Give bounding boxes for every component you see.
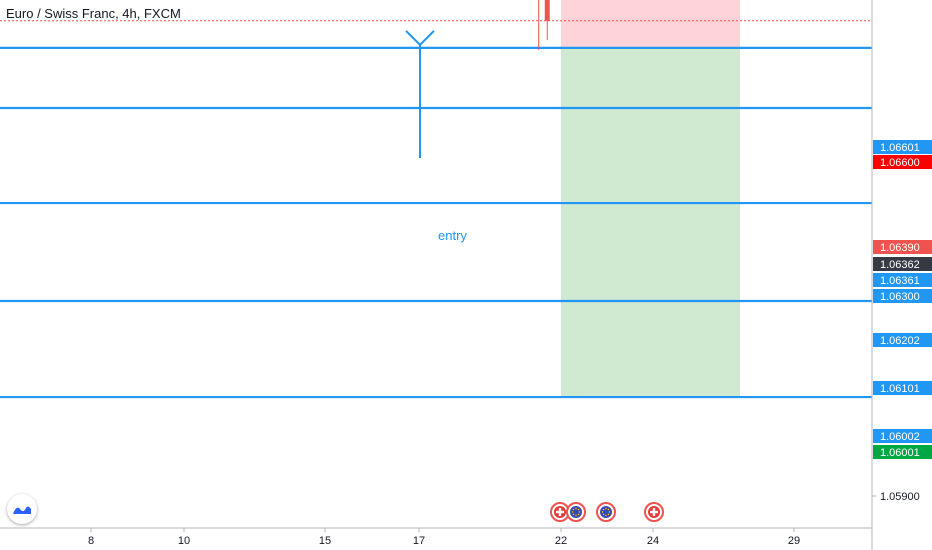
price-label-text: 1.06202 [880, 335, 920, 347]
flag-star [572, 513, 575, 516]
price-label-target: 1.06001 [873, 445, 932, 459]
price-label-box [873, 240, 932, 254]
annotations: entry [405, 30, 467, 243]
price-label-text: 1.06002 [880, 431, 920, 443]
eu-flag-icon[interactable] [596, 502, 616, 522]
price-labels: 1.06601 1.06600 1.06390 1.06362 1.06361 1.063… [873, 140, 932, 459]
candle-34 [538, 0, 540, 50]
event-flags [550, 502, 664, 522]
take-profit-zone [561, 47, 740, 399]
candle-body [544, 0, 550, 21]
eu-flag-icon[interactable] [566, 502, 586, 522]
time-tick-label: 17 [413, 535, 425, 547]
flag-star [602, 513, 605, 516]
price-label-level: 1.06002 [873, 429, 932, 443]
time-tick-label: 10 [178, 535, 190, 547]
price-label-text: 1.06001 [880, 447, 920, 459]
price-label-box [873, 445, 932, 459]
candles [538, 0, 550, 50]
price-tick-label: 1.05900 [880, 491, 920, 503]
price-label-text: 1.06101 [880, 383, 920, 395]
flag-star [575, 507, 577, 510]
price-label-level: 1.06361 [873, 273, 932, 287]
price-label-text: 1.06300 [880, 291, 920, 303]
flag-star [575, 514, 577, 517]
price-label-box [873, 429, 932, 443]
time-tick-label: 22 [555, 535, 567, 547]
price-label-entry: 1.06362 [873, 257, 932, 271]
flag-star [578, 511, 581, 513]
flag-star [572, 508, 575, 511]
price-label-box [873, 155, 932, 169]
flag-star [605, 514, 607, 517]
price-label-text: 1.06362 [880, 259, 920, 271]
flag-star [571, 511, 574, 513]
flag-star [605, 507, 607, 510]
price-label-box [873, 257, 932, 271]
price-label-text: 1.06600 [880, 157, 920, 169]
swiss-flag-icon[interactable] [644, 502, 664, 522]
flag-star [608, 511, 611, 513]
tradingview-logo-icon[interactable] [7, 494, 37, 524]
flag-cross-h [650, 510, 658, 514]
price-label-text: 1.06601 [880, 142, 920, 154]
swiss-flag-icon[interactable] [550, 502, 570, 522]
price-label-text: 1.06390 [880, 242, 920, 254]
flag-star [607, 508, 610, 511]
flag-star [577, 513, 580, 516]
flag-star [577, 508, 580, 511]
price-label-current: 1.06390 [873, 240, 932, 254]
price-label-box [873, 140, 932, 154]
position-zones [561, 0, 740, 399]
stop-loss-zone [561, 0, 740, 48]
price-label-level: 1.06601 [873, 140, 932, 154]
price-label-level: 1.06300 [873, 289, 932, 303]
price-label-box [873, 381, 932, 395]
candle-35 [544, 0, 550, 41]
time-tick-label: 29 [788, 535, 800, 547]
time-tick-label: 24 [647, 535, 659, 547]
price-label-level: 1.06202 [873, 333, 932, 347]
price-label-stop: 1.06600 [873, 155, 932, 169]
flag-cross-h [556, 510, 564, 514]
time-tick-label: 8 [88, 535, 94, 547]
flag-fill [570, 506, 582, 518]
horizontal-levels [0, 20, 872, 399]
time-tick-label: 15 [319, 535, 331, 547]
flag-star [607, 513, 610, 516]
price-label-text: 1.06361 [880, 275, 920, 287]
entry-annotation: entry [438, 228, 467, 243]
price-label-box [873, 289, 932, 303]
price-label-box [873, 273, 932, 287]
price-label-level: 1.06101 [873, 381, 932, 395]
entry-arrow-head [405, 30, 435, 47]
flag-star [601, 511, 604, 513]
price-label-box [873, 333, 932, 347]
flag-star [602, 508, 605, 511]
flag-fill [600, 506, 612, 518]
